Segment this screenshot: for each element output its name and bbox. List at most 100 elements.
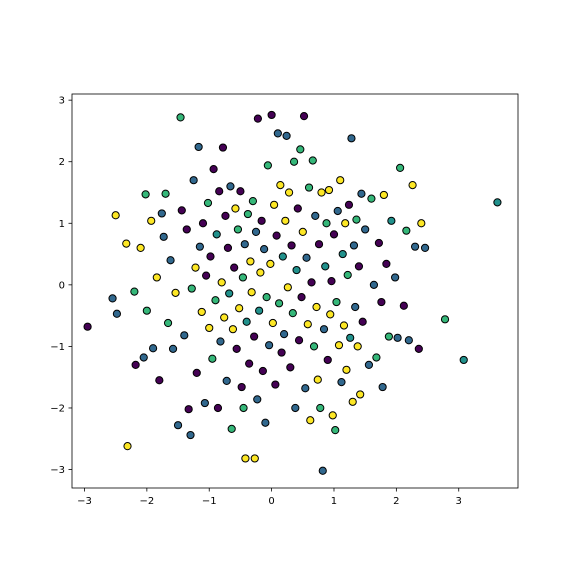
scatter-point bbox=[410, 242, 420, 251]
scatter-point bbox=[180, 331, 189, 340]
scatter-point bbox=[217, 278, 226, 287]
scatter-point bbox=[194, 142, 203, 152]
scatter-point bbox=[142, 306, 151, 315]
scatter-point bbox=[286, 363, 295, 372]
scatter-point bbox=[168, 344, 178, 353]
scatter-point bbox=[282, 131, 291, 140]
scatter-point bbox=[307, 278, 316, 287]
scatter-point bbox=[161, 189, 170, 198]
scatter-point bbox=[299, 112, 309, 121]
scatter-point bbox=[377, 297, 386, 307]
scatter-point bbox=[379, 190, 388, 200]
scatter-point bbox=[356, 390, 365, 399]
scatter-point bbox=[336, 176, 345, 185]
scatter-point bbox=[226, 182, 235, 191]
scatter-point bbox=[225, 289, 234, 298]
scatter-point bbox=[112, 309, 122, 318]
scatter-point bbox=[192, 368, 201, 377]
scatter-point bbox=[265, 341, 274, 350]
scatter-point bbox=[130, 287, 139, 296]
y-tick-label: 3 bbox=[59, 96, 65, 107]
scatter-point bbox=[152, 273, 161, 282]
scatter-point bbox=[141, 190, 150, 199]
scatter-point bbox=[155, 376, 164, 385]
scatter-point bbox=[293, 204, 302, 213]
axes-frame bbox=[71, 93, 519, 489]
scatter-point bbox=[374, 238, 383, 248]
scatter-point bbox=[200, 398, 209, 408]
scatter-point bbox=[136, 243, 145, 253]
scatter-point bbox=[347, 134, 356, 143]
scatter-point bbox=[211, 296, 220, 305]
y-tick-label: −2 bbox=[50, 403, 65, 414]
scatter-point bbox=[387, 216, 396, 225]
scatter-point bbox=[291, 403, 300, 413]
scatter-point bbox=[232, 344, 241, 353]
scatter-point bbox=[248, 197, 257, 206]
scatter-point bbox=[241, 454, 250, 463]
y-tick-label: 0 bbox=[59, 280, 65, 291]
scatter-point bbox=[253, 114, 262, 123]
scatter-point bbox=[213, 403, 223, 413]
scatter-point bbox=[260, 245, 269, 254]
scatter-point bbox=[331, 426, 340, 435]
scatter-point bbox=[324, 185, 334, 195]
scatter-point bbox=[231, 204, 240, 213]
x-tick-label: 3 bbox=[456, 496, 462, 507]
scatter-point bbox=[304, 183, 314, 192]
scatter-point bbox=[261, 418, 270, 427]
scatter-point bbox=[326, 310, 335, 319]
scatter-point bbox=[246, 257, 255, 266]
scatter-point bbox=[369, 280, 379, 289]
scatter-point bbox=[239, 403, 248, 413]
scatter-point bbox=[306, 416, 315, 425]
scatter-point bbox=[238, 273, 248, 282]
scatter-point bbox=[440, 315, 450, 324]
scatter-point bbox=[399, 301, 408, 310]
scatter-point bbox=[396, 163, 405, 172]
scatter-point bbox=[233, 225, 243, 234]
scatter-point bbox=[242, 317, 251, 326]
scatter-point bbox=[346, 333, 355, 342]
scatter-point bbox=[344, 200, 354, 209]
scatter-point bbox=[159, 232, 168, 241]
scatter-point bbox=[292, 265, 301, 275]
scatter-point bbox=[417, 219, 426, 228]
scatter-point bbox=[296, 145, 305, 154]
scatter-point bbox=[308, 156, 317, 165]
scatter-point bbox=[342, 365, 351, 374]
scatter-point bbox=[223, 243, 233, 253]
scatter-point bbox=[111, 211, 120, 220]
scatter-point bbox=[302, 253, 311, 262]
scatter-point bbox=[205, 323, 214, 333]
scatter-point bbox=[139, 353, 148, 362]
scatter-point bbox=[321, 262, 330, 271]
scatter-point bbox=[334, 341, 344, 350]
scatter-point bbox=[303, 320, 312, 329]
points-layer bbox=[83, 110, 502, 475]
scatter-point bbox=[258, 366, 267, 376]
scatter-point bbox=[273, 129, 282, 138]
scatter-point bbox=[364, 360, 374, 369]
scatter-point bbox=[157, 209, 166, 218]
scatter-point bbox=[198, 219, 208, 228]
scatter-point bbox=[203, 198, 213, 208]
scatter-point bbox=[83, 322, 92, 331]
scatter-point bbox=[263, 161, 272, 170]
scatter-point bbox=[283, 283, 292, 292]
scatter-point bbox=[202, 271, 211, 280]
scatter-point bbox=[274, 299, 284, 308]
scatter-point bbox=[278, 252, 287, 261]
scatter-point bbox=[184, 405, 193, 414]
x-tick-label: 2 bbox=[393, 496, 399, 507]
scatter-point bbox=[339, 321, 349, 330]
x-tick-label: 1 bbox=[331, 496, 337, 507]
x-tick-label: −1 bbox=[202, 496, 217, 507]
scatter-point bbox=[391, 273, 400, 282]
scatter-point bbox=[235, 304, 244, 313]
scatter-point bbox=[255, 306, 264, 315]
scatter-point bbox=[208, 354, 217, 363]
scatter-point bbox=[287, 241, 296, 250]
scatter-point bbox=[243, 209, 252, 219]
scatter-point bbox=[298, 227, 307, 236]
